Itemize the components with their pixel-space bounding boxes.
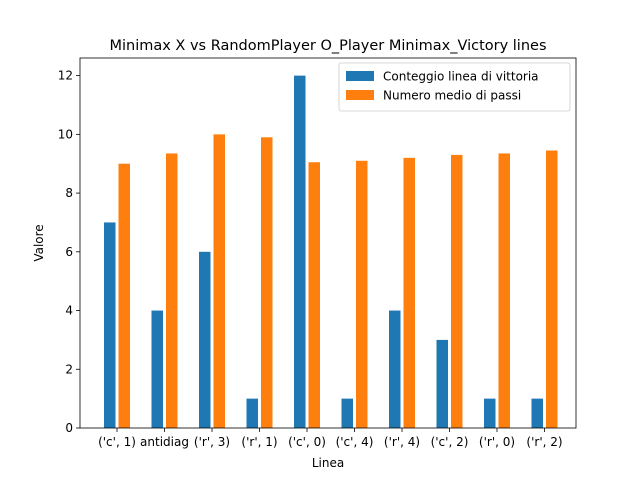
- legend-swatch-0: [346, 71, 374, 81]
- bar-conteggio-1: [151, 310, 163, 428]
- y-tick-label: 2: [65, 362, 73, 376]
- legend-label-1: Numero medio di passi: [383, 89, 521, 103]
- bar-conteggio-5: [341, 398, 353, 428]
- bar-passi-7: [451, 154, 463, 428]
- y-tick-label: 4: [65, 304, 73, 318]
- bar-passi-6: [403, 157, 415, 429]
- x-tick-label: ('r', 4): [384, 435, 420, 449]
- bar-conteggio-0: [104, 222, 116, 428]
- x-tick-label: ('c', 4): [336, 435, 374, 449]
- bar-passi-4: [308, 162, 320, 428]
- bar-passi-9: [546, 150, 558, 428]
- bar-conteggio-2: [199, 251, 211, 428]
- bar-passi-2: [213, 134, 225, 428]
- y-ticks: 0 2 4 6 8 10 12: [58, 69, 80, 435]
- bar-passi-3: [261, 137, 273, 429]
- bar-passi-0: [118, 163, 130, 428]
- bar-conteggio-4: [294, 75, 306, 428]
- x-tick-label: ('c', 1): [98, 435, 136, 449]
- legend-swatch-1: [346, 90, 374, 100]
- bar-conteggio-7: [436, 339, 448, 428]
- x-tick-label: ('r', 0): [479, 435, 515, 449]
- x-axis-label: Linea: [312, 456, 344, 470]
- legend-box: [338, 62, 571, 112]
- x-tick-label: ('r', 3): [194, 435, 230, 449]
- bar-passi-8: [498, 153, 510, 428]
- legend: Conteggio linea di vittoria Numero medio …: [338, 62, 571, 112]
- bar-passi-1: [166, 153, 178, 428]
- x-tick-label: ('c', 2): [431, 435, 469, 449]
- bar-conteggio-3: [246, 398, 258, 428]
- x-ticks: ('c', 1) antidiag ('r', 3) ('r', 1) ('c', 0)…: [98, 428, 563, 449]
- bar-conteggio-8: [484, 398, 496, 428]
- bars-group: [104, 75, 558, 429]
- legend-label-0: Conteggio linea di vittoria: [383, 70, 539, 84]
- x-tick-label: ('c', 0): [288, 435, 326, 449]
- x-tick-label: ('r', 2): [526, 435, 562, 449]
- x-tick-label: ('r', 1): [241, 435, 277, 449]
- y-tick-label: 0: [65, 421, 73, 435]
- y-tick-label: 6: [65, 245, 73, 259]
- y-tick-label: 10: [58, 127, 73, 141]
- x-tick-label: antidiag: [140, 435, 189, 449]
- bar-conteggio-9: [531, 398, 543, 428]
- chart-title: Minimax X vs RandomPlayer O_Player Minim…: [109, 38, 546, 54]
- y-tick-label: 12: [58, 69, 73, 83]
- bar-conteggio-6: [389, 310, 401, 428]
- y-axis-label: Valore: [32, 224, 46, 261]
- bar-passi-5: [356, 160, 368, 428]
- y-tick-label: 8: [65, 186, 73, 200]
- axes-frame: [79, 57, 577, 429]
